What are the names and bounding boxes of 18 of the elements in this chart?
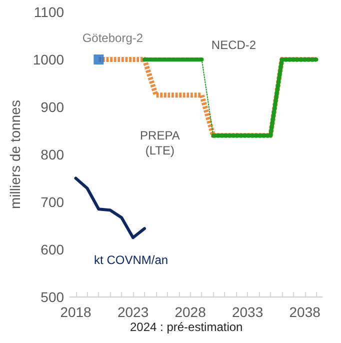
y-axis-title: milliers de tonnes (7, 100, 23, 209)
x-tick-label: 2023 (117, 304, 149, 320)
text: 2024 : pré-estimation (130, 320, 243, 334)
x-tick-label: 2018 (60, 304, 92, 320)
y-tick-label: 600 (40, 242, 64, 258)
text: PREPA (LTE) (140, 128, 180, 158)
series-label: kt COVNM/an (94, 253, 168, 268)
y-tick-label: 1000 (32, 52, 64, 68)
x-tick-label: 2033 (232, 304, 264, 320)
y-tick-label: 700 (40, 194, 64, 210)
x-tick-label: 2028 (174, 304, 206, 320)
x-tick-label: 2038 (289, 304, 321, 320)
series-label: NECD-2 (211, 38, 256, 52)
y-tick-label: 900 (40, 99, 64, 115)
y-tick-label: 1100 (34, 4, 64, 20)
y-tick-label: 800 (40, 146, 64, 162)
y-tick-label: 500 (40, 289, 64, 305)
series-label: Göteborg-2 (82, 31, 144, 45)
